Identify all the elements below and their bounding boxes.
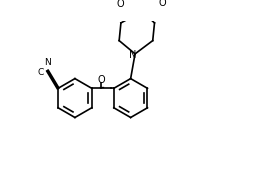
Text: N: N	[44, 58, 51, 67]
Text: O: O	[158, 0, 166, 8]
Text: C: C	[37, 68, 43, 77]
Text: O: O	[97, 75, 105, 85]
Text: O: O	[116, 0, 123, 9]
Text: N: N	[128, 50, 136, 60]
